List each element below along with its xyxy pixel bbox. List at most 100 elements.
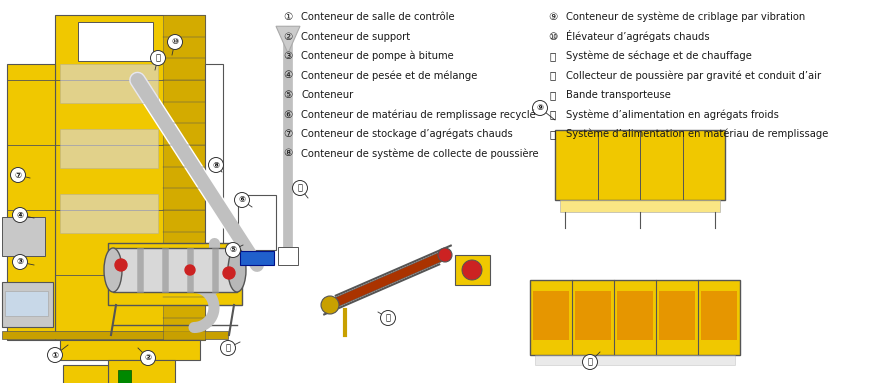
Text: ⑧: ⑧ xyxy=(283,149,293,159)
FancyBboxPatch shape xyxy=(113,248,237,292)
FancyBboxPatch shape xyxy=(60,129,157,168)
Circle shape xyxy=(321,296,339,314)
Text: ⑦: ⑦ xyxy=(15,170,22,180)
Text: ④: ④ xyxy=(283,70,293,80)
Text: ⑬: ⑬ xyxy=(385,314,391,322)
Text: Système d’alimentation en matériau de remplissage: Système d’alimentation en matériau de re… xyxy=(566,129,829,139)
FancyBboxPatch shape xyxy=(555,130,725,200)
FancyBboxPatch shape xyxy=(163,15,205,340)
FancyBboxPatch shape xyxy=(2,282,53,327)
FancyBboxPatch shape xyxy=(60,340,200,360)
Text: ⑮: ⑮ xyxy=(156,54,161,62)
Text: ⑤: ⑤ xyxy=(283,90,293,100)
FancyBboxPatch shape xyxy=(60,64,157,103)
Text: ⑫: ⑫ xyxy=(550,70,556,80)
Text: Conteneur de salle de contrôle: Conteneur de salle de contrôle xyxy=(301,12,454,22)
Circle shape xyxy=(10,167,25,183)
FancyBboxPatch shape xyxy=(187,248,193,292)
Text: ⑪: ⑪ xyxy=(225,344,231,352)
Circle shape xyxy=(12,208,27,223)
FancyBboxPatch shape xyxy=(530,280,740,355)
Text: ⑪: ⑪ xyxy=(550,51,556,61)
FancyBboxPatch shape xyxy=(278,247,298,265)
FancyBboxPatch shape xyxy=(535,355,735,365)
FancyBboxPatch shape xyxy=(7,64,55,340)
Text: Conteneur de système de criblage par vibration: Conteneur de système de criblage par vib… xyxy=(566,12,805,22)
Circle shape xyxy=(582,355,598,370)
Circle shape xyxy=(462,260,482,280)
Text: ⑤: ⑤ xyxy=(230,246,237,254)
FancyBboxPatch shape xyxy=(63,365,108,383)
FancyBboxPatch shape xyxy=(118,370,131,383)
Text: ⑥: ⑥ xyxy=(283,110,293,119)
Text: ②: ② xyxy=(144,354,151,362)
Circle shape xyxy=(47,347,63,362)
FancyBboxPatch shape xyxy=(55,15,205,340)
Circle shape xyxy=(438,248,452,262)
Ellipse shape xyxy=(104,248,122,292)
Circle shape xyxy=(209,157,224,172)
Text: ⑦: ⑦ xyxy=(283,129,293,139)
Circle shape xyxy=(115,259,127,271)
Text: Conteneur de système de collecte de poussière: Conteneur de système de collecte de pous… xyxy=(301,148,538,159)
Text: Collecteur de poussière par gravité et conduit d’air: Collecteur de poussière par gravité et c… xyxy=(566,70,822,81)
FancyBboxPatch shape xyxy=(5,291,48,316)
FancyBboxPatch shape xyxy=(60,194,157,233)
FancyBboxPatch shape xyxy=(212,248,218,292)
Text: Conteneur de stockage d’agrégats chauds: Conteneur de stockage d’agrégats chauds xyxy=(301,129,513,139)
FancyBboxPatch shape xyxy=(108,243,242,305)
Circle shape xyxy=(185,265,195,275)
FancyBboxPatch shape xyxy=(78,21,152,61)
Text: Système de séchage et de chauffage: Système de séchage et de chauffage xyxy=(566,51,752,61)
FancyBboxPatch shape xyxy=(2,216,45,255)
Text: Bande transporteuse: Bande transporteuse xyxy=(566,90,671,100)
Text: ⑩: ⑩ xyxy=(548,31,558,41)
FancyBboxPatch shape xyxy=(137,248,143,292)
Circle shape xyxy=(150,51,165,65)
Text: ④: ④ xyxy=(17,211,24,219)
FancyBboxPatch shape xyxy=(701,291,737,340)
FancyBboxPatch shape xyxy=(659,291,695,340)
Text: ⑮: ⑮ xyxy=(550,129,556,139)
Circle shape xyxy=(380,311,396,326)
Text: ⑬: ⑬ xyxy=(550,90,556,100)
Text: ⑥: ⑥ xyxy=(239,195,246,205)
Circle shape xyxy=(223,267,235,279)
Text: Système d’alimentation en agrégats froids: Système d’alimentation en agrégats froid… xyxy=(566,109,779,120)
Polygon shape xyxy=(327,249,447,311)
FancyBboxPatch shape xyxy=(162,248,168,292)
FancyBboxPatch shape xyxy=(560,200,720,212)
Text: Élévateur d’agrégats chauds: Élévateur d’agrégats chauds xyxy=(566,31,710,43)
Text: ⑭: ⑭ xyxy=(587,357,593,367)
FancyBboxPatch shape xyxy=(575,291,611,340)
FancyBboxPatch shape xyxy=(455,255,490,285)
Circle shape xyxy=(225,242,240,257)
Text: ①: ① xyxy=(52,350,59,360)
Circle shape xyxy=(234,193,249,208)
FancyBboxPatch shape xyxy=(108,360,175,383)
FancyBboxPatch shape xyxy=(2,331,228,339)
Text: ⑭: ⑭ xyxy=(550,110,556,119)
Circle shape xyxy=(220,340,235,355)
Circle shape xyxy=(293,180,308,195)
Text: ⑧: ⑧ xyxy=(212,160,219,170)
FancyBboxPatch shape xyxy=(240,251,274,265)
Text: ⑨: ⑨ xyxy=(548,12,558,22)
Circle shape xyxy=(12,254,27,270)
Text: ③: ③ xyxy=(17,257,24,267)
FancyBboxPatch shape xyxy=(617,291,653,340)
Text: Conteneur de pompe à bitume: Conteneur de pompe à bitume xyxy=(301,51,454,61)
Polygon shape xyxy=(276,26,300,53)
Text: Conteneur de pesée et de mélange: Conteneur de pesée et de mélange xyxy=(301,70,477,81)
FancyBboxPatch shape xyxy=(205,64,223,242)
Text: ⑨: ⑨ xyxy=(537,103,544,113)
Text: Conteneur de support: Conteneur de support xyxy=(301,31,410,41)
FancyBboxPatch shape xyxy=(238,195,276,250)
Ellipse shape xyxy=(228,248,246,292)
Circle shape xyxy=(141,350,156,365)
Text: Conteneur: Conteneur xyxy=(301,90,353,100)
Text: ②: ② xyxy=(283,31,293,41)
Text: ③: ③ xyxy=(283,51,293,61)
Circle shape xyxy=(168,34,183,49)
Text: ⑩: ⑩ xyxy=(171,38,178,46)
